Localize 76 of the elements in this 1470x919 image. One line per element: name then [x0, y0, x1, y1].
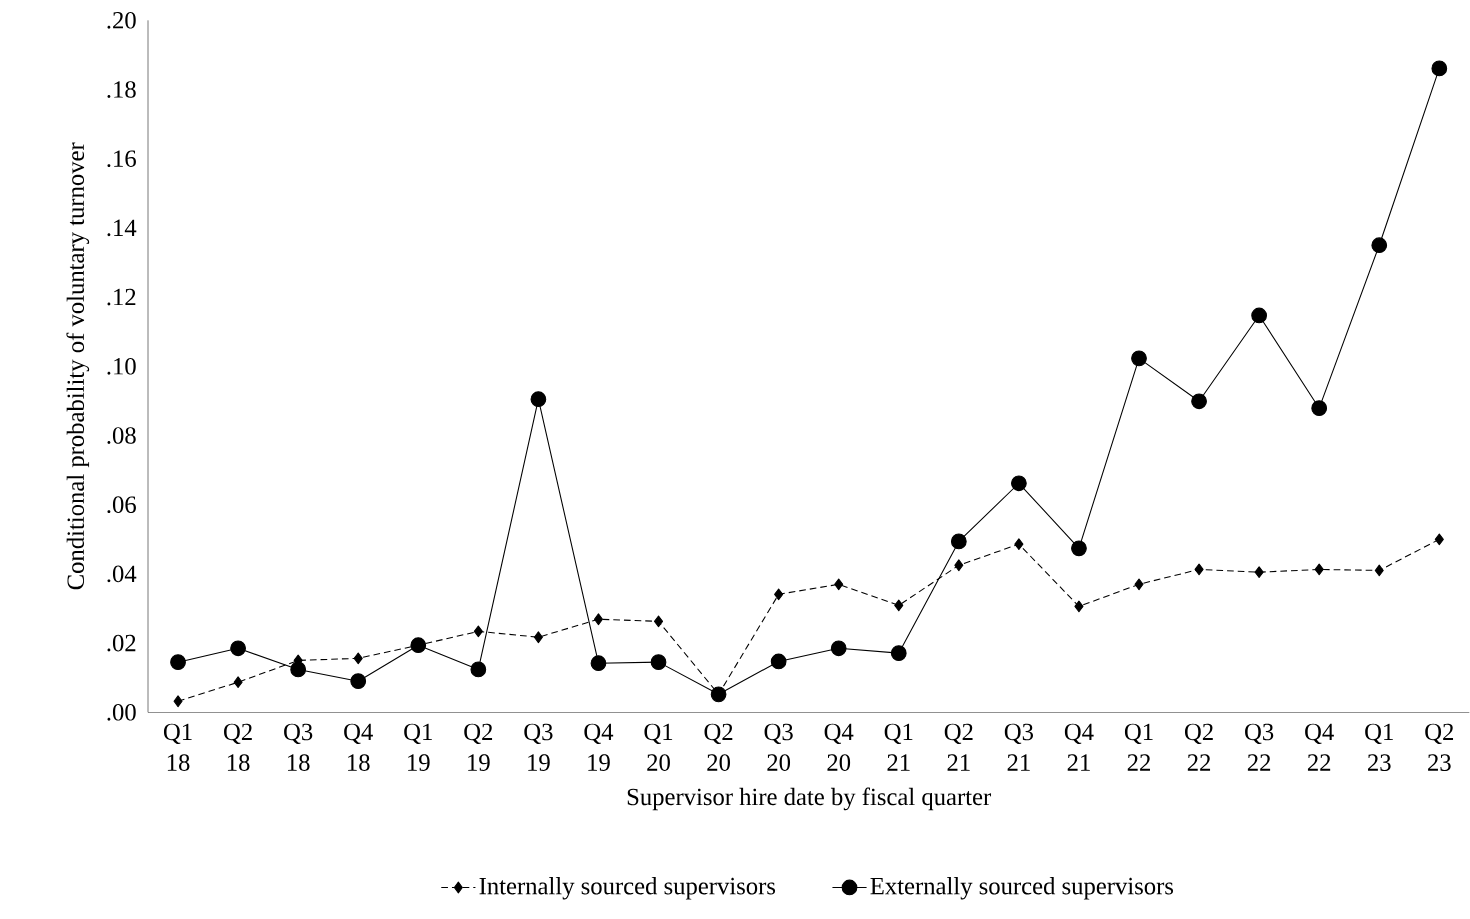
point: [1371, 237, 1388, 254]
point: [1014, 538, 1024, 551]
y-tick-label: .06: [107, 496, 136, 514]
point: [1074, 600, 1084, 613]
y-tick-label: .04: [107, 565, 137, 583]
y-tick-label: .10: [107, 357, 136, 375]
point: [1254, 566, 1264, 579]
point: [770, 653, 787, 670]
point: [1191, 393, 1207, 410]
point: [1011, 475, 1027, 492]
x-axis-title: Supervisor hire date by fiscal quarter: [627, 787, 992, 811]
x-tick-label: Q1 23: [1365, 723, 1393, 771]
point: [830, 640, 847, 657]
point: [834, 578, 844, 591]
point: [650, 654, 667, 671]
x-tick-label: Q1 21: [884, 723, 913, 771]
point: [590, 655, 607, 672]
point: [170, 654, 186, 671]
x-tick-label: Q1 19: [404, 723, 432, 771]
y-tick-label: .02: [107, 634, 136, 652]
point: [950, 533, 967, 550]
point: [890, 645, 907, 662]
point: [173, 695, 183, 708]
point: [1251, 307, 1267, 324]
x-tick-label: Q2 21: [944, 723, 973, 771]
y-tick-label: .18: [107, 81, 136, 98]
x-tick-label: Q1 18: [163, 723, 192, 771]
point: [1194, 563, 1204, 576]
x-tick-label: Q4 22: [1305, 723, 1334, 771]
x-tick-label: Q2 23: [1425, 723, 1454, 771]
x-tick-label: Q2 19: [464, 723, 493, 771]
y-tick-label: .12: [107, 288, 136, 306]
point: [1311, 400, 1328, 417]
point: [470, 661, 487, 678]
x-tick-label: Q3 22: [1245, 723, 1274, 771]
legend-label: Externally sourced supervisors: [870, 877, 1174, 900]
point: [233, 676, 243, 689]
point: [530, 391, 547, 408]
y-axis-title: Conditional probability of voluntary turnover: [66, 142, 90, 590]
point: [1131, 350, 1147, 367]
x-tick-label: Q1 22: [1124, 723, 1153, 771]
x-tick-label: Q4 20: [824, 723, 854, 771]
point: [954, 559, 964, 572]
x-tick-label: Q3 19: [524, 723, 553, 771]
point: [1374, 564, 1384, 577]
y-tick-label: .16: [107, 150, 136, 168]
point: [1071, 540, 1087, 557]
y-tick-label: .08: [107, 427, 136, 444]
point: [1314, 563, 1324, 576]
legend-label: Internally sourced supervisors: [479, 877, 776, 900]
point: [1434, 533, 1444, 546]
x-tick-label: Q3 18: [284, 723, 313, 771]
x-tick-label: Q2 20: [704, 723, 733, 771]
y-tick-label: .20: [107, 11, 136, 29]
point: [1134, 578, 1144, 591]
point: [353, 652, 363, 665]
x-tick-label: Q2 18: [224, 723, 252, 771]
y-tick-label: .14: [107, 219, 137, 237]
point: [894, 599, 904, 612]
point: [1431, 60, 1448, 77]
x-tick-label: Q4 19: [584, 723, 614, 771]
point: [350, 673, 367, 690]
x-tick-label: Q4 18: [344, 723, 373, 771]
x-tick-label: Q3 20: [764, 723, 793, 771]
x-tick-label: Q2 22: [1185, 723, 1213, 771]
x-tick-label: Q3 21: [1004, 723, 1033, 771]
point: [533, 631, 543, 644]
x-tick-label: Q1 20: [644, 723, 673, 771]
point: [473, 625, 483, 638]
point: [290, 661, 307, 678]
point: [774, 588, 784, 601]
y-tick-label: .00: [107, 703, 136, 721]
point: [653, 615, 664, 628]
x-tick-label: Q4 21: [1064, 723, 1094, 771]
point: [593, 613, 603, 626]
point: [230, 640, 246, 657]
